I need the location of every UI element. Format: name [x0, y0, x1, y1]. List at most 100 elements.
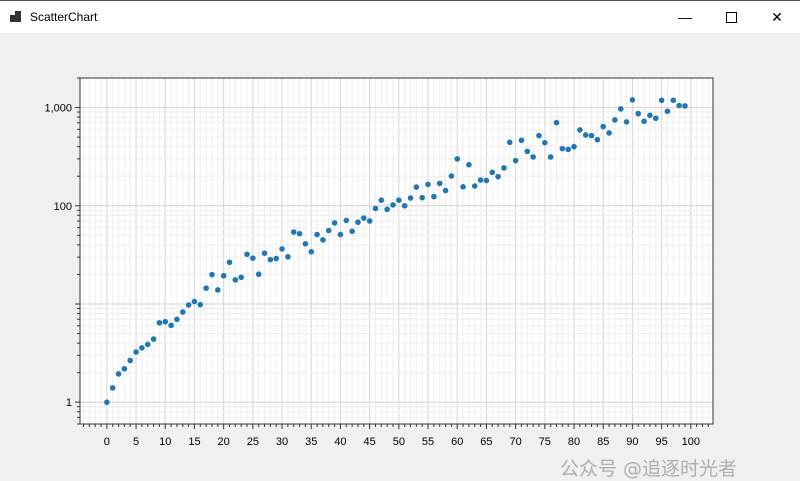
x-tick-label: 30	[276, 436, 288, 448]
x-tick-label: 0	[104, 436, 110, 448]
data-point	[658, 97, 665, 104]
data-point	[109, 385, 116, 391]
data-point	[477, 177, 484, 183]
x-tick-label: 95	[655, 436, 667, 448]
data-point	[314, 231, 320, 238]
data-point	[594, 136, 601, 143]
data-point	[612, 117, 618, 123]
data-point	[647, 112, 653, 119]
data-point	[670, 97, 677, 104]
data-point	[606, 130, 612, 136]
data-point	[168, 322, 174, 329]
data-point	[290, 229, 297, 235]
data-point	[162, 318, 169, 325]
data-point	[396, 197, 402, 203]
data-point	[448, 173, 455, 179]
x-tick-label: 25	[247, 436, 259, 448]
x-tick-label: 5	[133, 436, 139, 448]
data-point	[343, 217, 350, 224]
data-point	[279, 246, 285, 252]
data-point	[588, 132, 595, 139]
y-tick-label: 1,000	[44, 103, 72, 115]
x-tick-label: 10	[159, 436, 171, 448]
data-point	[390, 202, 396, 208]
x-tick-label: 90	[626, 436, 638, 448]
data-point	[431, 193, 437, 200]
data-point	[466, 161, 472, 168]
data-point	[104, 399, 110, 406]
data-point	[261, 250, 268, 256]
close-icon: ✕	[771, 8, 783, 25]
data-point	[600, 123, 607, 130]
data-point	[191, 298, 198, 305]
x-tick-label: 15	[188, 436, 200, 448]
data-point	[483, 177, 490, 184]
data-point	[139, 345, 145, 351]
data-point	[378, 197, 385, 203]
data-point	[209, 271, 215, 278]
data-point	[506, 139, 513, 146]
data-point	[185, 302, 192, 308]
data-point	[325, 227, 332, 234]
data-point	[360, 215, 367, 221]
data-point	[512, 157, 519, 164]
x-tick-label: 40	[334, 436, 346, 448]
data-point	[629, 97, 636, 103]
window-title: ScatterChart	[30, 10, 98, 24]
data-point	[530, 154, 536, 160]
x-tick-label: 65	[480, 436, 492, 448]
watermark: 公众号 @追逐时光者	[560, 458, 738, 480]
data-point	[419, 194, 425, 201]
y-tick-label: 100	[54, 201, 72, 213]
data-point	[542, 139, 548, 146]
x-tick-label: 80	[568, 436, 580, 448]
x-tick-label: 60	[451, 436, 463, 448]
data-point	[442, 187, 449, 194]
data-point	[652, 115, 659, 122]
data-point	[425, 181, 431, 188]
data-point	[623, 119, 630, 125]
data-point	[179, 309, 186, 315]
data-point	[255, 271, 262, 278]
data-point	[436, 180, 443, 187]
x-tick-label: 50	[393, 436, 405, 448]
data-point	[320, 237, 326, 243]
data-point	[115, 371, 122, 377]
data-point	[250, 255, 256, 261]
data-point	[127, 357, 134, 364]
data-point	[308, 248, 315, 255]
data-point	[471, 183, 478, 189]
data-point	[232, 277, 239, 283]
data-point	[215, 287, 221, 293]
data-point	[355, 219, 361, 226]
data-point	[495, 173, 501, 180]
data-point	[197, 301, 204, 308]
data-point	[144, 341, 151, 348]
data-point	[635, 110, 642, 117]
data-point	[244, 251, 250, 258]
data-point	[547, 154, 554, 160]
close-button[interactable]: ✕	[754, 1, 800, 33]
minimize-button[interactable]: —	[662, 1, 708, 33]
plot-border	[79, 77, 714, 425]
data-point	[220, 272, 227, 279]
x-tick-label: 75	[539, 436, 551, 448]
data-point	[366, 218, 373, 224]
data-point	[203, 285, 209, 291]
data-point	[676, 102, 682, 109]
minimize-icon: —	[678, 9, 692, 25]
maximize-button[interactable]	[708, 1, 754, 33]
title-bar: ScatterChart — ✕	[0, 0, 800, 33]
y-tick-label: 1	[66, 397, 72, 409]
data-point	[372, 205, 379, 212]
data-point	[296, 230, 303, 237]
data-point	[501, 165, 507, 171]
data-point	[582, 132, 589, 138]
data-point	[407, 195, 414, 201]
data-point	[553, 119, 560, 126]
data-point	[349, 228, 355, 235]
data-point	[518, 137, 525, 144]
data-point	[641, 118, 647, 125]
data-point	[413, 184, 420, 190]
